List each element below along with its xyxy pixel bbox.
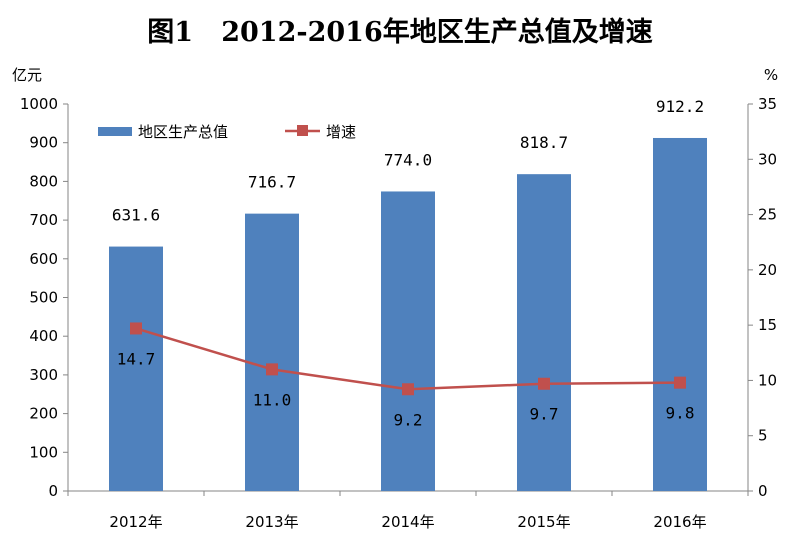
legend-bar-swatch [98,127,132,136]
left-tick-label: 800 [29,172,58,190]
left-tick-label: 1000 [20,95,58,113]
right-tick-label: 5 [758,427,768,445]
right-tick-label: 30 [758,150,777,168]
left-tick-label: 0 [48,482,58,500]
data-labels: 631.6 716.7 774.0 818.7 912.2 14.7 11.0 9.2 9.7 9… [112,97,704,429]
left-tick-label: 700 [29,211,58,229]
line-marker [266,363,278,376]
right-tick-label: 20 [758,261,777,279]
bar [517,174,571,492]
right-tick-label: 10 [758,371,777,389]
line-value-label: 11.0 [253,390,292,409]
right-tick-label: 15 [758,316,777,334]
left-tick-label: 300 [29,366,58,384]
legend-bar-label: 地区生产总值 [138,123,228,141]
bar-value-label: 912.2 [656,97,704,116]
line-marker [402,383,414,396]
bar-value-label: 716.7 [248,173,296,192]
line-marker [538,377,550,390]
legend-line-marker [297,125,308,136]
x-tick-label: 2013年 [245,513,298,531]
x-tick-label: 2015年 [517,513,570,531]
line-value-label: 14.7 [117,349,156,368]
bar-value-label: 774.0 [384,150,432,169]
bar-value-label: 631.6 [112,206,160,225]
right-tick-label: 25 [758,206,777,224]
right-tick-label: 35 [758,95,777,113]
left-tick-label: 100 [29,443,58,461]
chart-title: 图1 2012-2016年地区生产总值及增速 [147,17,653,48]
y2-axis-label: % [764,66,778,84]
x-tick-label: 2016年 [653,513,706,531]
bar [109,246,163,491]
left-tick-label: 200 [29,405,58,423]
line-value-label: 9.8 [666,404,695,423]
line-marker [130,322,142,335]
legend: 地区生产总值 增速 [98,123,356,141]
left-tick-label: 600 [29,250,58,268]
y-axis-label: 亿元 [12,66,42,84]
legend-line-label: 增速 [326,123,356,141]
left-tick-label: 900 [29,134,58,152]
bar-value-label: 818.7 [520,133,568,152]
bar-series [109,137,707,492]
left-tick-label: 400 [29,327,58,345]
axes: 0 100 200 300 400 500 600 700 800 900 1000 0 5 10 15 20… [12,66,778,531]
line-value-label: 9.7 [530,405,559,424]
bar [381,191,435,491]
bar [653,137,707,491]
x-tick-label: 2014年 [381,513,434,531]
left-tick-label: 500 [29,289,58,307]
line-value-label: 9.2 [394,410,423,429]
bar [245,213,299,492]
right-tick-label: 0 [758,482,768,500]
x-tick-label: 2012年 [109,513,162,531]
line-series [130,322,686,396]
line-marker [674,376,686,389]
